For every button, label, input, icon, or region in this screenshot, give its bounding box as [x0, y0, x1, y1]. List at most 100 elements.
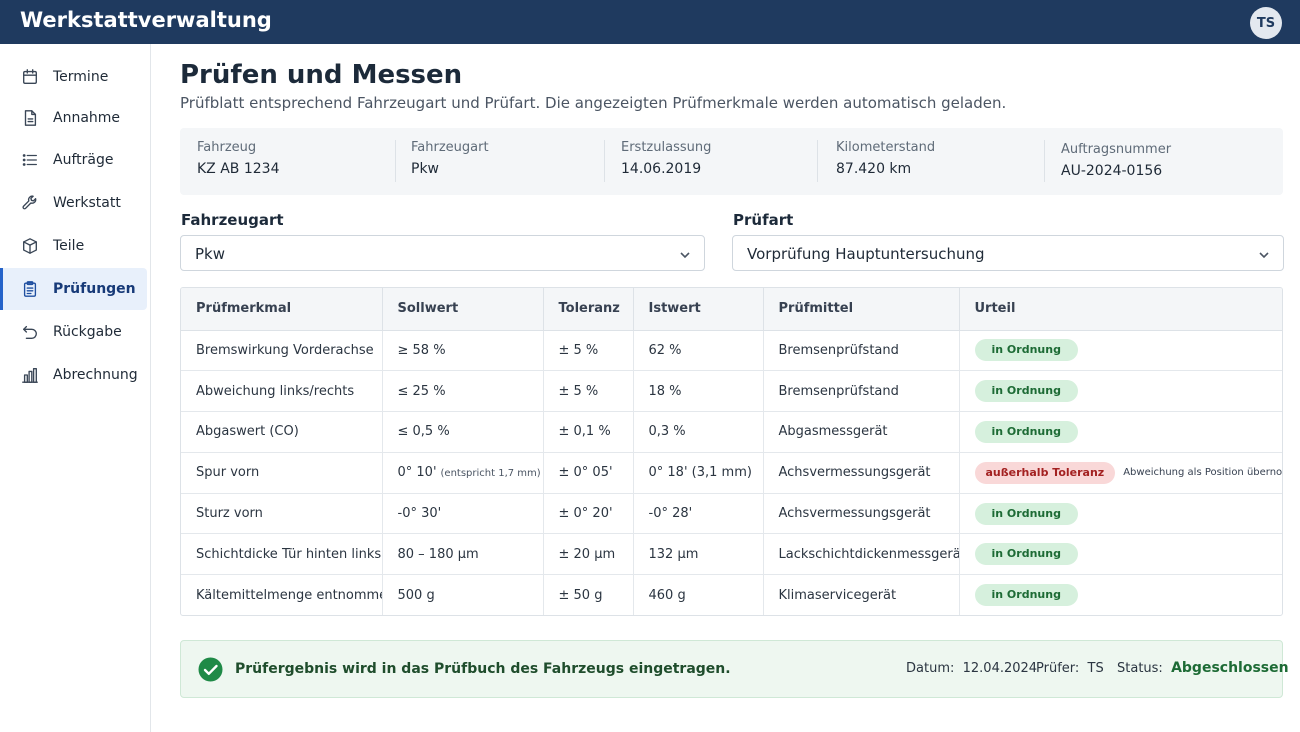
table-cell-merkmal: Bremswirkung Vorderachse	[181, 330, 383, 372]
info-auftragsnummer: Auftragsnummer AU-2024-0156	[1061, 142, 1171, 179]
table-cell-mittel: Abgasmessgerät	[763, 411, 960, 453]
table-cell-mittel: Achsvermessungsgerät	[763, 493, 960, 535]
sidebar-item-label: Teile	[53, 238, 85, 254]
info-label: Auftragsnummer	[1061, 142, 1172, 157]
table-row[interactable]: Abgaswert (CO) ≤ 0,5 % ± 0,1 % 0,3 % Abgasme…	[181, 411, 1282, 453]
sidebar-item-label: Termine	[53, 69, 109, 85]
table-row[interactable]: Abweichung links/rechts ≤ 25 % ± 5 % 18 % Br…	[181, 370, 1282, 413]
inspection-table: Prüfmerkmal Sollwert Toleranz Istwert Pr…	[180, 287, 1283, 616]
table-cell-urteil: in Ordnung	[959, 493, 1282, 535]
cell-text: Bremsenprüfstand	[778, 383, 899, 399]
cell-text: Abgaswert (CO)	[196, 424, 299, 440]
table-cell-ist: 18 %	[633, 370, 764, 413]
inspector-label: Prüfer:	[1036, 661, 1080, 676]
sidebar-item-annahme[interactable]: Annahme	[0, 97, 147, 139]
chevron-down-icon	[678, 247, 692, 261]
cell-text: Sturz vorn	[196, 506, 263, 522]
table-row[interactable]: Spur vorn 0° 10' (entspricht 1,7 mm) ± 0° 0…	[181, 452, 1282, 494]
column-header: Istwert	[633, 288, 764, 331]
table-cell-merkmal: Schichtdicke Tür hinten links	[181, 533, 383, 576]
table-cell-mittel: Bremsenprüfstand	[763, 370, 960, 413]
table-row[interactable]: Kältemittelmenge entnommen 500 g ± 50 g 460…	[181, 574, 1282, 615]
table-cell-toleranz: ± 5 %	[543, 330, 634, 372]
cell-text: 0,3 %	[648, 424, 686, 440]
table-cell-soll: -0° 30'	[382, 493, 544, 535]
calendar-icon	[20, 67, 40, 87]
cell-text: ± 5 %	[558, 383, 599, 399]
select-value: Pkw	[195, 245, 225, 263]
cell-text: ± 50 g	[558, 587, 603, 603]
table-cell-urteil: in Ordnung	[959, 575, 1282, 615]
sidebar-item-werkstatt[interactable]: Werkstatt	[0, 182, 147, 224]
sidebar-item-label: Annahme	[53, 110, 121, 126]
sidebar: Termine Annahme Aufträge Werkstatt Teile…	[0, 44, 151, 732]
cell-text: ≤ 0,5 %	[397, 424, 450, 440]
table-cell-ist: 0,3 %	[633, 411, 764, 453]
table-cell-soll: ≤ 0,5 %	[382, 411, 544, 453]
inspector-info: Prüfer: TS	[1036, 661, 1104, 676]
table-row[interactable]: Schichtdicke Tür hinten links 80 – 180 µm…	[181, 533, 1282, 576]
cell-text: 80 – 180 µm	[397, 546, 479, 562]
divider	[1044, 140, 1045, 182]
sidebar-item-label: Aufträge	[53, 152, 114, 168]
sidebar-item-termine[interactable]: Termine	[0, 56, 147, 98]
cell-text: ± 0,1 %	[558, 424, 611, 440]
table-row[interactable]: Sturz vorn -0° 30' ± 0° 20' -0° 28' Achsverm…	[181, 493, 1282, 535]
sidebar-item-abrechnung[interactable]: Abrechnung	[0, 354, 147, 396]
cell-text: 0° 10'	[397, 465, 437, 481]
cell-text: ≤ 25 %	[397, 383, 446, 399]
pruefart-select[interactable]: Vorprüfung Hauptuntersuchung	[732, 235, 1284, 271]
sidebar-item-rueckgabe[interactable]: Rückgabe	[0, 311, 147, 353]
status-info: Status: Abgeschlossen	[1117, 660, 1289, 676]
document-icon	[20, 108, 40, 128]
info-value: Pkw	[411, 161, 439, 177]
table-cell-ist: 132 µm	[633, 533, 764, 576]
divider	[817, 140, 818, 182]
info-value: 87.420 km	[836, 161, 912, 177]
info-fahrzeug: Fahrzeug KZ AB 1234	[197, 140, 279, 177]
column-header: Toleranz	[543, 288, 634, 331]
date-label: Datum:	[906, 661, 955, 676]
inspector-value: TS	[1087, 661, 1104, 676]
table-header-row: Prüfmerkmal Sollwert Toleranz Istwert Pr…	[181, 288, 1282, 331]
table-cell-mittel: Bremsenprüfstand	[763, 330, 960, 372]
sidebar-item-pruefungen[interactable]: Prüfungen	[0, 268, 147, 310]
table-cell-merkmal: Spur vorn	[181, 452, 383, 494]
fahrzeugart-select[interactable]: Pkw	[180, 235, 705, 271]
date-info: Datum: 12.04.2024	[906, 661, 1037, 676]
cell-text: Abgasmessgerät	[778, 424, 888, 440]
divider	[604, 140, 605, 182]
select-value: Vorprüfung Hauptuntersuchung	[747, 245, 985, 263]
table-cell-toleranz: ± 20 µm	[543, 533, 634, 576]
list-icon	[20, 150, 40, 170]
status-badge-ok: in Ordnung	[974, 339, 1078, 362]
info-value: AU-2024-0156	[1061, 163, 1163, 179]
cell-text: Lackschichtdickenmessgerät	[778, 546, 959, 562]
table-cell-merkmal: Abweichung links/rechts	[181, 370, 383, 413]
table-cell-mittel: Achsvermessungsgerät	[763, 452, 960, 494]
table-cell-ist: 460 g	[633, 574, 764, 615]
cell-text: Abweichung links/rechts	[196, 383, 355, 399]
user-avatar[interactable]: TS	[1250, 7, 1282, 39]
table-cell-soll: ≤ 25 %	[382, 370, 544, 413]
result-bar: Prüfergebnis wird in das Prüfbuch des Fa…	[180, 640, 1289, 698]
info-value: KZ AB 1234	[197, 161, 280, 177]
info-erstzulassung: Erstzulassung 14.06.2019	[621, 140, 711, 177]
cell-text: 18 %	[648, 383, 682, 399]
cell-text: 132 µm	[648, 546, 699, 562]
page-title: Prüfen und Messen	[180, 60, 463, 90]
table-cell-urteil: außerhalb Toleranz Abweichung als Positio…	[959, 452, 1282, 494]
sidebar-item-teile[interactable]: Teile	[0, 225, 147, 267]
table-cell-toleranz: ± 0° 20'	[543, 493, 634, 535]
info-label: Kilometerstand	[836, 140, 936, 155]
table-row[interactable]: Bremswirkung Vorderachse ≥ 58 % ± 5 % 62 % B…	[181, 330, 1282, 372]
status-badge-fail: außerhalb Toleranz	[974, 461, 1116, 484]
info-fahrzeugart: Fahrzeugart Pkw	[411, 140, 489, 177]
info-value: 14.06.2019	[621, 161, 702, 177]
table-cell-ist: 0° 18' (3,1 mm)	[633, 452, 764, 494]
chevron-down-icon	[1257, 247, 1271, 261]
info-label: Erstzulassung	[621, 140, 712, 155]
sidebar-item-auftraege[interactable]: Aufträge	[0, 139, 147, 181]
table-cell-ist: 62 %	[633, 330, 764, 372]
cell-text: ± 0° 20'	[558, 506, 613, 522]
